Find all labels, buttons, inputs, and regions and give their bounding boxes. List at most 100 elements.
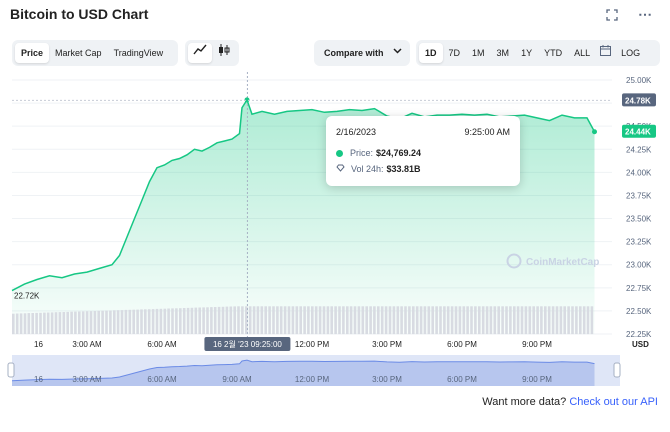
volume-bar [136,309,139,334]
volume-bar [15,313,19,334]
volume-bar [35,312,38,334]
line-chart-icon[interactable] [188,43,212,63]
expand-icon[interactable] [606,9,618,24]
volume-bar [78,311,81,334]
y-tick-label: 22.25K [626,330,652,339]
volume-bar [19,313,23,334]
volume-bar [330,306,333,335]
volume-bar [423,306,427,335]
volume-bar [287,306,291,335]
api-link[interactable]: Check out our API [569,396,658,408]
volume-bar [555,306,559,335]
volume-bar [167,308,170,334]
y-tick-label: 22.50K [626,307,652,316]
volume-bar [485,306,489,335]
volume-bar [357,306,361,335]
volume-bar [31,313,34,334]
volume-bar [435,306,438,335]
range-7d[interactable]: 7D [448,48,461,58]
volume-bar [124,309,128,334]
volume-bar [412,306,415,335]
volume-bar [283,306,287,335]
volume-bar [400,306,403,335]
volume-bar [579,306,582,335]
volume-bar [140,309,143,334]
volume-bar [551,306,555,335]
volume-bar [97,310,100,334]
volume-bar [225,306,229,334]
volume-bar [346,306,349,335]
y-tick-label: 24.25K [626,145,652,154]
volume-bar [12,313,15,335]
volume-bar [466,306,469,335]
footer-text: Want more data? [482,396,567,408]
high-label: 24.78K [625,96,651,105]
navigator-tick-label: 9:00 AM [222,375,252,384]
candlestick-icon[interactable] [212,43,236,63]
volume-bar [369,306,372,335]
ellipsis-icon[interactable]: ⋯ [638,6,652,22]
volume-bar [384,306,388,335]
volume-bar [342,306,345,335]
page-title: Bitcoin to USD Chart [10,6,149,22]
hover-x-label: 16 2월 '23 09:25:00 [213,339,282,349]
tooltip-price-label: Price: [350,148,374,158]
volume-bar [326,306,330,335]
tooltip-volume-row: Vol 24h: $33.81B [336,164,421,174]
x-tick-label: 6:00 PM [447,340,477,349]
chevron-down-icon [393,46,402,57]
volume-bar [43,312,46,334]
volume-bar [314,306,318,335]
navigator-tick-label: 16 [34,375,43,384]
volume-bar [373,306,376,335]
volume-bar [62,312,66,334]
range-1d[interactable]: 1D [419,43,443,63]
navigator-handle-right [613,362,621,378]
volume-bar [528,306,532,335]
tab-tradingview[interactable]: TradingView [113,48,164,58]
volume-bar [575,306,578,335]
volume-bar [322,306,326,335]
x-tick-label: 3:00 AM [72,340,102,349]
volume-bar [396,306,400,335]
footer-note: Want more data? Check out our API [482,396,658,408]
tab-market-cap[interactable]: Market Cap [55,48,102,58]
volume-bar [109,310,112,334]
range-1m[interactable]: 1M [472,48,485,58]
chart-type-toggle [185,40,239,66]
volume-bar [105,310,108,334]
view-tabs: Price Market Cap TradingView [12,40,178,66]
compare-with-dropdown[interactable]: Compare with [314,40,410,66]
volume-bar [147,309,151,334]
volume-bar [567,306,570,335]
volume-bar [171,308,174,334]
volume-bar [233,306,236,334]
volume-bar [198,307,201,334]
tab-price[interactable]: Price [15,43,50,63]
calendar-icon[interactable] [596,43,615,63]
y-tick-label: 23.50K [626,215,652,224]
volume-bar [303,306,306,335]
y-tick-label: 23.75K [626,191,652,200]
volume-bar [74,311,77,334]
volume-bar [446,306,450,335]
tooltip-date: 2/16/2023 [336,127,377,137]
volume-bar [388,306,392,335]
range-1y[interactable]: 1Y [521,48,533,58]
volume-bar [81,311,85,334]
range-ytd[interactable]: YTD [544,48,563,58]
volume-bar [217,306,221,334]
volume-bar [586,306,590,335]
tooltip-price-row: Price: $24,769.24 [336,148,421,158]
volume-bar [408,306,411,335]
volume-bar [427,306,431,335]
volume-bar [66,311,69,334]
range-3m[interactable]: 3M [496,48,510,58]
volume-bar [404,306,407,335]
log-toggle[interactable]: LOG [621,48,641,58]
range-all[interactable]: ALL [574,48,591,58]
volume-bar [377,306,380,335]
volume-bar [163,308,167,334]
navigator-line [11,359,595,382]
volume-bar [175,308,178,334]
